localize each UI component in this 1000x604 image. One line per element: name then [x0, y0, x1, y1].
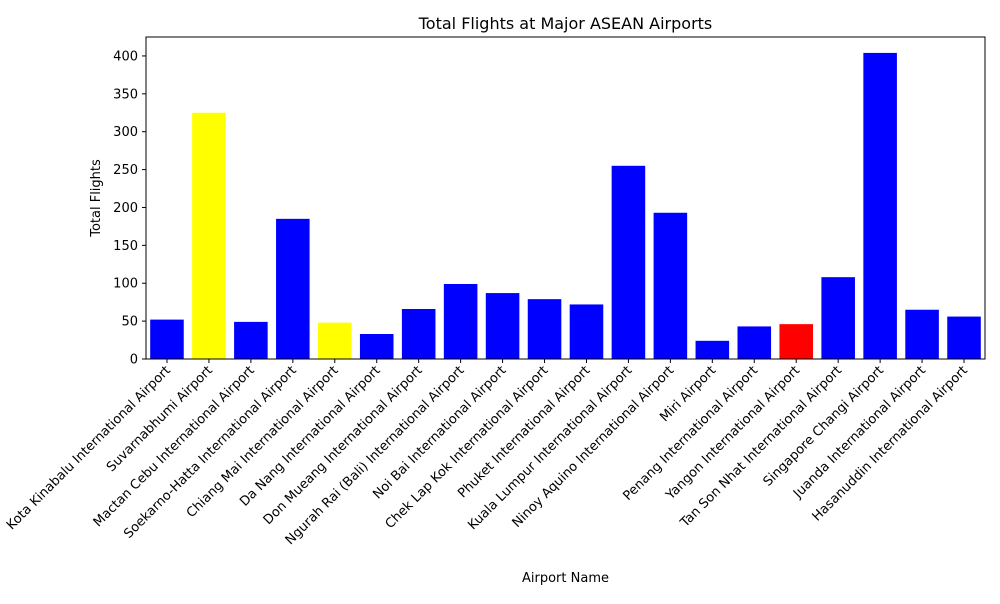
bar: [318, 322, 352, 359]
bar: [359, 334, 394, 359]
y-tick-label: 300: [113, 125, 138, 140]
bar: [779, 324, 814, 359]
y-tick-label: 350: [113, 87, 138, 102]
y-axis-label: Total Flights: [89, 159, 104, 238]
y-tick-label: 100: [113, 277, 138, 292]
bar: [611, 165, 646, 359]
y-tick-label: 400: [113, 49, 138, 64]
y-tick-label: 150: [113, 239, 138, 254]
bar: [401, 309, 436, 359]
chart-title: Total Flights at Major ASEAN Airports: [418, 14, 713, 33]
bar: [737, 326, 772, 359]
y-tick-label: 0: [130, 353, 138, 368]
bar: [821, 277, 855, 359]
y-tick-label: 250: [113, 163, 138, 178]
bar: [653, 212, 688, 359]
bar: [695, 340, 730, 359]
y-tick-label: 200: [113, 201, 138, 216]
bar: [234, 321, 268, 359]
x-axis-label: Airport Name: [522, 571, 609, 586]
bar: [276, 218, 310, 359]
bar: [527, 299, 562, 359]
bar: [443, 283, 478, 359]
y-tick-label: 50: [121, 315, 138, 330]
plot-frame: [145, 36, 986, 360]
y-axis-ticks: 0 50 100 150 200 250 300 350 400: [113, 49, 146, 368]
bar: [485, 293, 520, 359]
bar: [192, 112, 226, 359]
bar: [863, 52, 897, 359]
bar: [905, 309, 939, 359]
bars-layer: [150, 52, 981, 359]
bar: [150, 319, 184, 359]
bar: [947, 316, 981, 359]
bar: [569, 304, 604, 359]
